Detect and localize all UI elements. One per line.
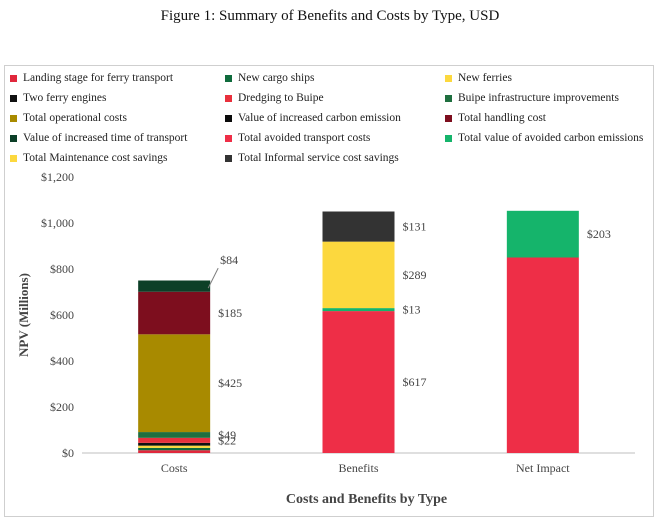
legend-swatch	[445, 114, 452, 122]
legend-item-two-ferry-engines: Two ferry engines	[10, 92, 107, 104]
legend-swatch	[10, 94, 17, 102]
bar-costs-landing-stage-for-ferry-transport	[138, 450, 211, 453]
y-tick-label: $1,000	[41, 216, 74, 230]
legend-label: Value of increased carbon emission	[238, 112, 401, 124]
legend-item-total-handling-cost: Total handling cost	[445, 112, 546, 124]
legend-swatch	[445, 94, 452, 102]
data-label-costs-dredging-to-buipe: $22	[218, 433, 236, 447]
data-label-benefits-total-informal-service-cost-savings: $131	[403, 220, 427, 234]
chart-frame	[4, 65, 654, 517]
y-tick-label: $200	[50, 400, 74, 414]
bar-costs-total-operational-costs	[138, 334, 211, 433]
legend-swatch	[225, 114, 232, 122]
bar-costs-new-ferries	[138, 445, 211, 448]
bar-benefits-total-maintenance-cost-savings	[322, 241, 395, 309]
bar-net-impact-total-avoided-transport-costs	[506, 257, 579, 453]
x-tick-label-benefits: Benefits	[339, 461, 379, 475]
data-label-costs-value-of-increased-time-of-transport: $84	[220, 253, 238, 267]
bar-benefits-total-value-of-avoided-carbon-emissions	[322, 308, 395, 312]
bar-net-impact-total-value-of-avoided-carbon-emissions	[506, 210, 579, 258]
legend-label: Total operational costs	[23, 112, 127, 124]
legend-swatch	[445, 134, 452, 142]
data-label-net-impact-total-value-of-avoided-carbon-emissions: $203	[587, 227, 611, 241]
data-label-benefits-total-maintenance-cost-savings: $289	[403, 268, 427, 282]
bar-benefits-total-informal-service-cost-savings	[322, 211, 395, 242]
legend-item-total-operational-costs: Total operational costs	[10, 112, 127, 124]
legend-label: Value of increased time of transport	[23, 132, 188, 144]
x-axis-title: Costs and Benefits by Type	[286, 492, 447, 507]
y-axis-title: NPV (Millions)	[16, 273, 31, 357]
y-tick-label: $800	[50, 262, 74, 276]
legend-item-new-cargo-ships: New cargo ships	[225, 72, 314, 84]
legend-label: Total Maintenance cost savings	[23, 152, 168, 164]
legend-label: Total avoided transport costs	[238, 132, 371, 144]
leader-line	[207, 267, 219, 289]
legend-label: Total value of avoided carbon emissions	[458, 132, 644, 144]
legend-label: Buipe infrastructure improvements	[458, 92, 619, 104]
legend-item-total-informal-service-cost-savings: Total Informal service cost savings	[225, 152, 399, 164]
legend-label: Total Informal service cost savings	[238, 152, 399, 164]
legend-label: Total handling cost	[458, 112, 546, 124]
bar-costs-two-ferry-engines	[138, 442, 211, 446]
bar-costs-dredging-to-buipe	[138, 437, 211, 443]
y-tick-label: $0	[62, 446, 74, 460]
legend-swatch	[445, 74, 452, 82]
legend-label: Dredging to Buipe	[238, 92, 324, 104]
legend-item-new-ferries: New ferries	[445, 72, 512, 84]
figure-title: Figure 1: Summary of Benefits and Costs …	[160, 8, 500, 24]
bar-costs-buipe-infrastructure-improvements	[138, 432, 211, 438]
bar-costs-total-handling-cost	[138, 291, 211, 335]
legend-item-total-avoided-transport-costs: Total avoided transport costs	[225, 132, 370, 144]
legend-swatch	[225, 74, 232, 82]
data-label-costs-total-operational-costs: $425	[218, 376, 242, 390]
data-label-costs-total-handling-cost: $185	[218, 306, 242, 320]
legend-swatch	[225, 94, 232, 102]
legend-item-dredging-to-buipe: Dredging to Buipe	[225, 92, 324, 104]
legend-label: New ferries	[458, 72, 512, 84]
legend-swatch	[10, 134, 17, 142]
legend-swatch	[10, 154, 17, 162]
bar-costs-value-of-increased-time-of-transport	[138, 280, 211, 292]
legend-swatch	[225, 154, 232, 162]
data-label-costs-buipe-infrastructure-improvements: $49	[218, 428, 236, 442]
legend-label: Two ferry engines	[23, 92, 107, 104]
legend-swatch	[225, 134, 232, 142]
legend-item-buipe-infrastructure-improvements: Buipe infrastructure improvements	[445, 92, 619, 104]
legend-label: Landing stage for ferry transport	[23, 72, 174, 84]
legend-swatch	[10, 74, 17, 82]
data-label-benefits-total-avoided-transport-costs: $617	[403, 375, 427, 389]
x-tick-label-costs: Costs	[161, 461, 188, 475]
legend-item-total-maintenance-cost-savings: Total Maintenance cost savings	[10, 152, 168, 164]
y-tick-label: $400	[50, 354, 74, 368]
bar-costs-new-cargo-ships	[138, 447, 211, 451]
y-tick-label: $1,200	[41, 170, 74, 184]
legend-item-value-of-increased-time-of-transport: Value of increased time of transport	[10, 132, 187, 144]
legend-item-landing-stage-for-ferry-transport: Landing stage for ferry transport	[10, 72, 173, 84]
legend-item-total-value-of-avoided-carbon-emissions: Total value of avoided carbon emissions	[445, 132, 643, 144]
y-tick-label: $600	[50, 308, 74, 322]
legend-item-value-of-increased-carbon-emission: Value of increased carbon emission	[225, 112, 401, 124]
legend-label: New cargo ships	[238, 72, 315, 84]
data-label-benefits-total-value-of-avoided-carbon-emissions: $13	[403, 303, 421, 317]
bar-benefits-total-avoided-transport-costs	[322, 311, 395, 453]
legend-swatch	[10, 114, 17, 122]
x-tick-label-net-impact: Net Impact	[516, 461, 570, 475]
